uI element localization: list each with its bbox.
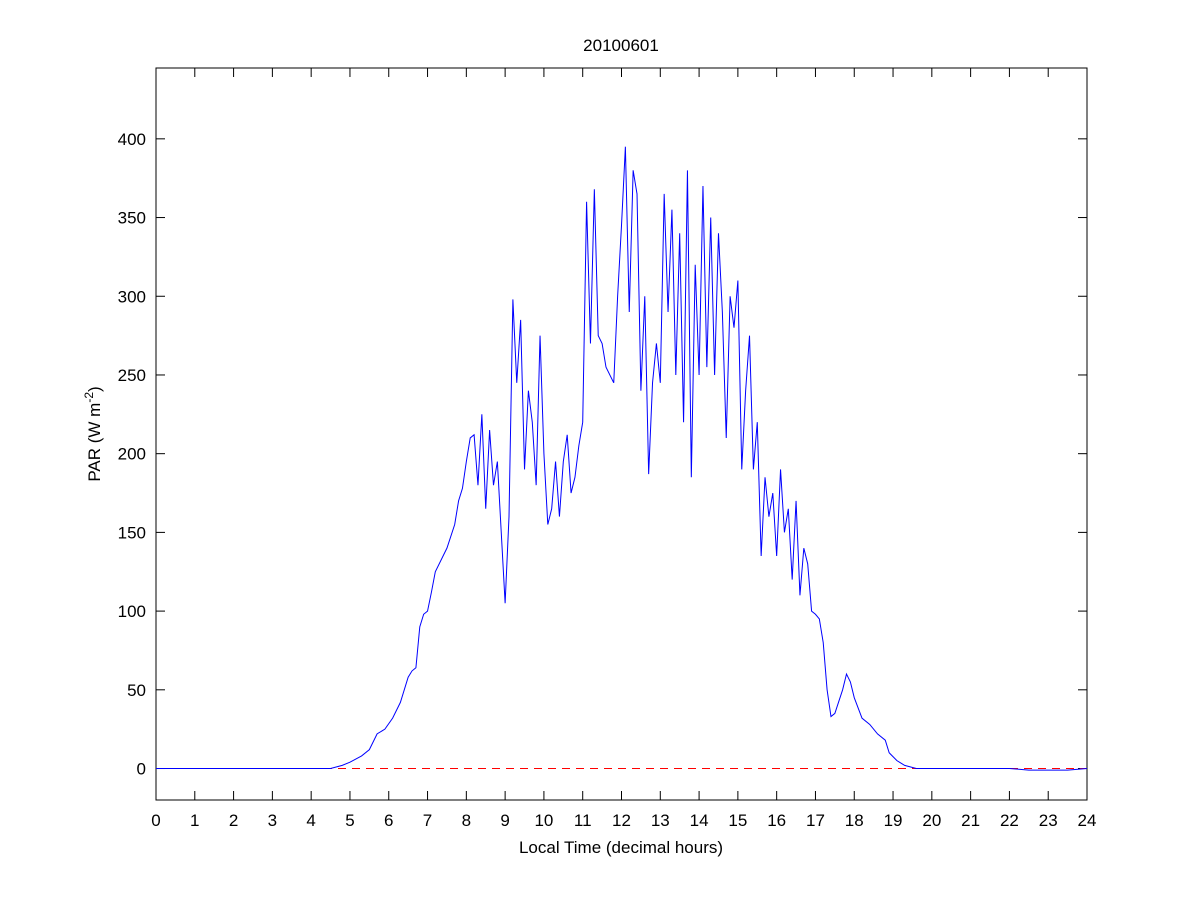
y-tick-label: 100 [118, 602, 146, 621]
x-tick-label: 21 [961, 811, 980, 830]
y-tick-label: 350 [118, 209, 146, 228]
x-tick-label: 0 [151, 811, 160, 830]
x-tick-label: 4 [306, 811, 315, 830]
x-tick-label: 20 [922, 811, 941, 830]
data-line [156, 146, 1088, 771]
x-tick-label: 8 [462, 811, 471, 830]
y-axis-label: PAR (W m-2) [82, 386, 104, 481]
y-tick-label: 400 [118, 130, 146, 149]
y-tick-label: 300 [118, 287, 146, 306]
x-tick-label: 14 [690, 811, 709, 830]
y-tick-label: 0 [137, 760, 146, 779]
x-tick-label: 13 [651, 811, 670, 830]
x-tick-label: 2 [229, 811, 238, 830]
y-tick-label: 200 [118, 445, 146, 464]
x-tick-label: 23 [1039, 811, 1058, 830]
x-tick-label: 19 [884, 811, 903, 830]
x-tick-label: 18 [845, 811, 864, 830]
x-tick-label: 22 [1000, 811, 1019, 830]
chart-title: 20100601 [583, 36, 659, 55]
y-tick-label: 150 [118, 523, 146, 542]
y-tick-label: 50 [127, 681, 146, 700]
x-tick-label: 7 [423, 811, 432, 830]
y-label-part: PAR (W m [85, 403, 104, 482]
x-tick-label: 11 [574, 811, 592, 830]
x-tick-label: 12 [612, 811, 631, 830]
plot-area [155, 67, 1088, 801]
x-tick-label: 6 [384, 811, 393, 830]
x-tick-label: 16 [767, 811, 786, 830]
x-tick-label: 3 [268, 811, 277, 830]
x-tick-label: 24 [1078, 811, 1097, 830]
x-tick-label: 17 [806, 811, 825, 830]
x-tick-label: 10 [534, 811, 553, 830]
x-tick-label: 1 [190, 811, 199, 830]
y-label-part: ) [85, 386, 104, 392]
x-tick-label: 5 [345, 811, 354, 830]
y-label-sup: -2 [82, 392, 96, 403]
y-tick-label: 250 [118, 366, 146, 385]
x-axis-label: Local Time (decimal hours) [519, 838, 723, 857]
x-tick-label: 9 [500, 811, 509, 830]
x-tick-label: 15 [728, 811, 747, 830]
